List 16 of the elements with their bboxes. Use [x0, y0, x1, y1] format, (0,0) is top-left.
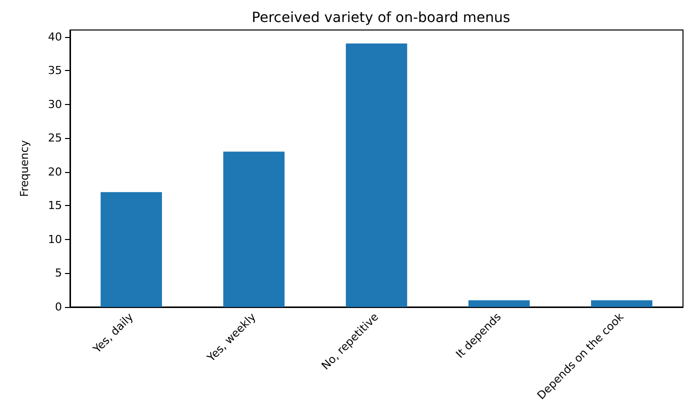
y-tick-label: 25 [48, 132, 62, 145]
bar [468, 300, 530, 307]
y-tick-label: 0 [55, 300, 62, 314]
bar [346, 44, 408, 307]
y-tick-label: 20 [48, 165, 62, 178]
y-tick-label: 40 [48, 30, 62, 44]
y-tick-label: 30 [48, 98, 62, 111]
y-tick-label: 15 [48, 199, 62, 212]
y-tick-label: 10 [48, 232, 62, 246]
y-tick-label: 5 [55, 266, 62, 280]
chart-title: Perceived variety of on-board menus [252, 10, 510, 26]
bar [100, 192, 162, 307]
bar [223, 152, 285, 307]
y-axis-title: Frequency [18, 140, 31, 197]
bar [591, 300, 652, 307]
y-tick-label: 35 [48, 64, 62, 78]
